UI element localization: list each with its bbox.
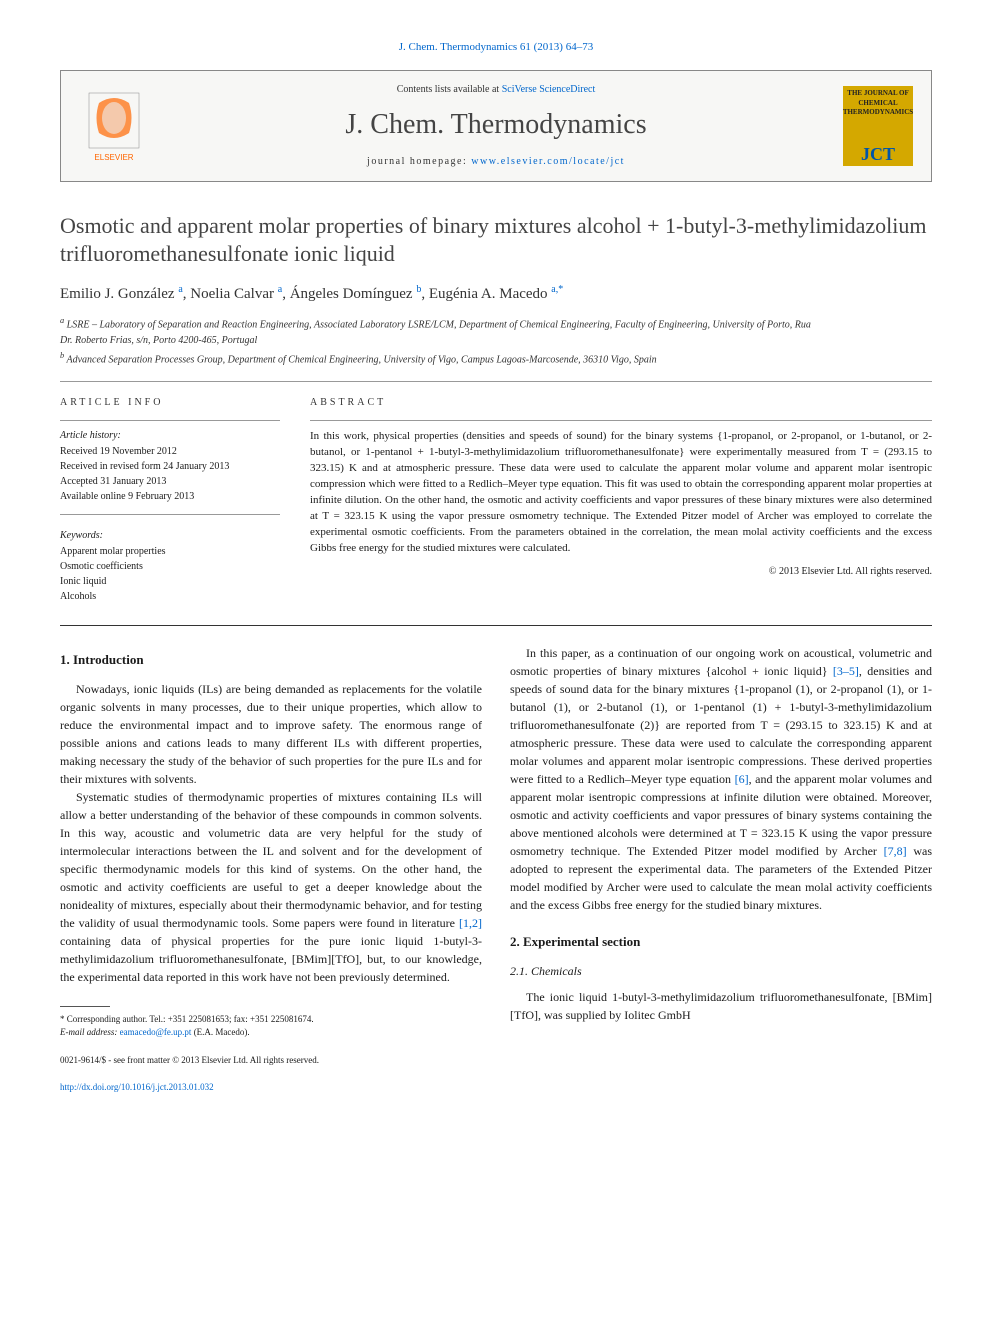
elsevier-label: ELSEVIER: [94, 153, 133, 162]
affiliation-b: b Advanced Separation Processes Group, D…: [60, 350, 932, 367]
intro-paragraph-1: Nowadays, ionic liquids (ILs) are being …: [60, 680, 482, 788]
jct-logo: THE JOURNAL OF CHEMICAL THERMODYNAMICS J…: [843, 86, 913, 166]
divider: [60, 381, 932, 382]
affiliation-a: a LSRE – Laboratory of Separation and Re…: [60, 315, 932, 332]
email-link[interactable]: eamacedo@fe.up.pt: [120, 1027, 192, 1037]
author-3: Eugénia A. Macedo a,*: [429, 286, 563, 302]
experimental-heading: 2. Experimental section: [510, 932, 932, 952]
keyword: Alcohols: [60, 590, 280, 604]
article-title: Osmotic and apparent molar properties of…: [60, 212, 932, 269]
author-2: Ángeles Domínguez b: [290, 286, 422, 302]
divider-thick: [60, 625, 932, 626]
abstract-label: ABSTRACT: [310, 396, 932, 410]
journal-title: J. Chem. Thermodynamics: [149, 105, 843, 144]
keyword: Apparent molar properties: [60, 545, 280, 559]
contents-list-line: Contents lists available at SciVerse Sci…: [149, 83, 843, 97]
keyword: Osmotic coefficients: [60, 560, 280, 574]
abstract-copyright: © 2013 Elsevier Ltd. All rights reserved…: [310, 565, 932, 579]
abstract-text: In this work, physical properties (densi…: [310, 429, 932, 557]
homepage-prefix: journal homepage:: [367, 156, 471, 167]
contents-prefix: Contents lists available at: [397, 84, 502, 95]
footnote-separator: [60, 1006, 110, 1007]
history-item: Available online 9 February 2013: [60, 490, 280, 504]
keywords-label: Keywords:: [60, 529, 280, 543]
keyword: Ionic liquid: [60, 575, 280, 589]
intro-paragraph-2: Systematic studies of thermodynamic prop…: [60, 788, 482, 986]
elsevier-logo: ELSEVIER: [79, 86, 149, 166]
corresponding-author: * Corresponding author. Tel.: +351 22508…: [60, 1013, 482, 1027]
affiliation-a2: Dr. Roberto Frias, s/n, Porto 4200-465, …: [60, 334, 932, 348]
citation-link[interactable]: [6]: [735, 772, 749, 786]
header-reference: J. Chem. Thermodynamics 61 (2013) 64–73: [60, 40, 932, 55]
author-1: Noelia Calvar a: [190, 286, 282, 302]
jct-label: THE JOURNAL OF CHEMICAL THERMODYNAMICS: [839, 85, 917, 122]
email-line: E-mail address: eamacedo@fe.up.pt (E.A. …: [60, 1026, 482, 1040]
homepage-line: journal homepage: www.elsevier.com/locat…: [149, 155, 843, 169]
journal-header-box: ELSEVIER Contents lists available at Sci…: [60, 70, 932, 181]
history-label: Article history:: [60, 429, 280, 443]
history-item: Received in revised form 24 January 2013: [60, 460, 280, 474]
body-column-left: 1. Introduction Nowadays, ionic liquids …: [60, 644, 482, 1095]
chemicals-heading: 2.1. Chemicals: [510, 962, 932, 980]
chemicals-paragraph: The ionic liquid 1-butyl-3-methylimidazo…: [510, 988, 932, 1024]
body-column-right: In this paper, as a continuation of our …: [510, 644, 932, 1095]
sciencedirect-link[interactable]: SciVerse ScienceDirect: [502, 84, 596, 95]
article-info-label: ARTICLE INFO: [60, 396, 280, 410]
author-0: Emilio J. González a: [60, 286, 183, 302]
authors-list: Emilio J. González a, Noelia Calvar a, Á…: [60, 283, 932, 305]
issn-line: 0021-9614/$ - see front matter © 2013 El…: [60, 1054, 482, 1068]
citation-link[interactable]: [1,2]: [459, 916, 482, 930]
history-item: Received 19 November 2012: [60, 445, 280, 459]
intro-paragraph-3: In this paper, as a continuation of our …: [510, 644, 932, 914]
citation-link[interactable]: [3–5]: [833, 664, 859, 678]
intro-heading: 1. Introduction: [60, 650, 482, 670]
doi-link[interactable]: http://dx.doi.org/10.1016/j.jct.2013.01.…: [60, 1082, 214, 1092]
citation-link[interactable]: [7,8]: [884, 844, 907, 858]
history-item: Accepted 31 January 2013: [60, 475, 280, 489]
homepage-link[interactable]: www.elsevier.com/locate/jct: [471, 156, 625, 167]
